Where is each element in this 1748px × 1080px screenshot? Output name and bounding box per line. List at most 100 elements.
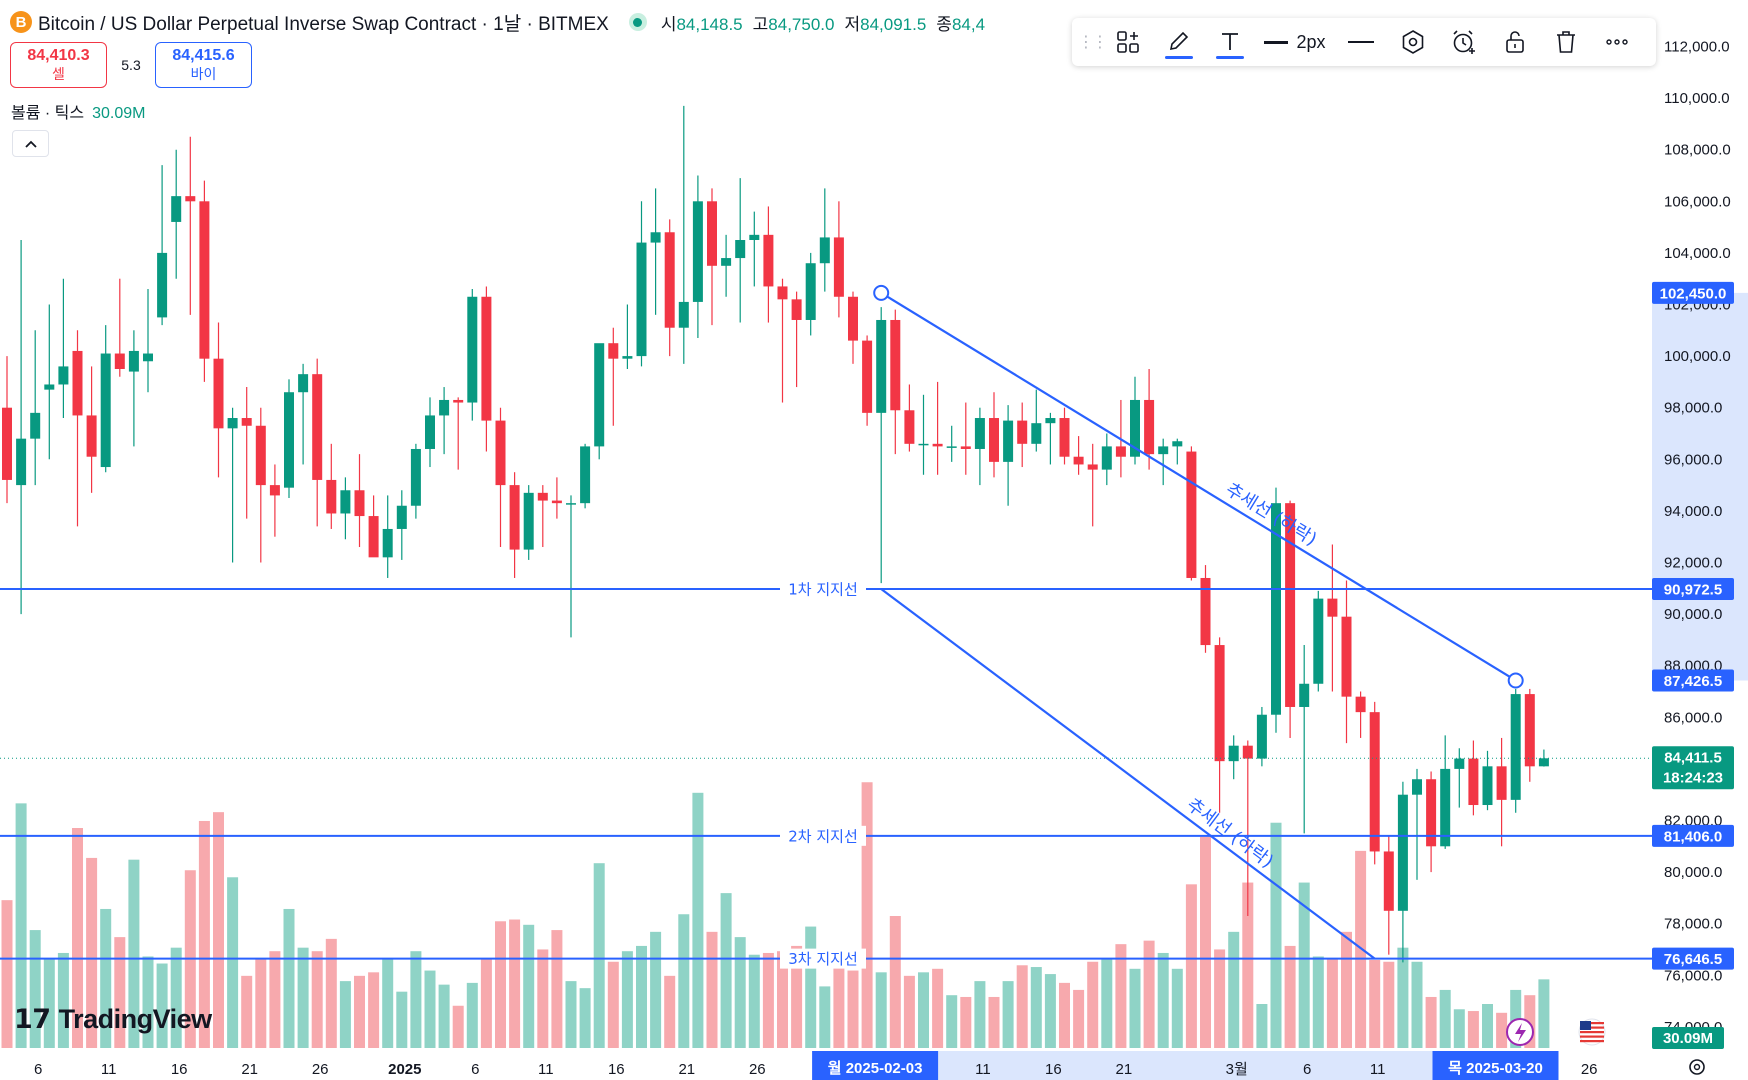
trend-price-tag-label: 87,426.5 xyxy=(1664,673,1722,690)
time-tick-label: 26 xyxy=(312,1061,329,1078)
templates-button[interactable] xyxy=(1102,18,1153,66)
settings-icon-core xyxy=(1693,1063,1701,1071)
candle-body xyxy=(692,201,703,302)
volume-bar xyxy=(495,921,506,1048)
time-range-tag xyxy=(1432,1051,1559,1080)
add-alert-button[interactable] xyxy=(1438,18,1489,66)
lightning-icon-bolt xyxy=(1515,1023,1526,1042)
candle-body xyxy=(44,384,55,390)
volume-bar xyxy=(29,930,41,1048)
time-tick-label: 21 xyxy=(1116,1061,1133,1078)
ohlc-key: 종 xyxy=(936,14,952,34)
buy-price: 84,415.6 xyxy=(172,47,235,64)
price-tick-label: 92,000.0 xyxy=(1664,555,1722,572)
volume-bar xyxy=(889,916,901,1048)
volume-bar xyxy=(424,970,436,1048)
candle-body xyxy=(382,528,393,558)
volume-bar xyxy=(269,951,281,1048)
symbol-title[interactable]: Bitcoin / US Dollar Perpetual Inverse Sw… xyxy=(38,13,609,35)
volume-tag-label: 30.09M xyxy=(1663,1030,1713,1047)
delete-button[interactable] xyxy=(1540,18,1591,66)
time-axis: 6 11 16 21 26 2025 6 11 16 21 26 11 16 21 3월 6 11 26 월 202… xyxy=(34,1051,1598,1080)
text-color-button[interactable] xyxy=(1204,18,1255,66)
candle-body xyxy=(100,353,111,468)
candle-body xyxy=(396,505,407,529)
more-button[interactable] xyxy=(1591,18,1642,66)
candles xyxy=(2,105,1549,963)
line-color-button[interactable] xyxy=(1153,18,1204,66)
candle-body xyxy=(763,234,774,287)
ohlc-item: 저84,091.5 xyxy=(844,10,926,35)
buy-button[interactable]: 84,415.6 바이 xyxy=(155,42,252,88)
candle-body xyxy=(819,237,830,264)
volume-bar xyxy=(509,919,521,1048)
candle-body xyxy=(298,374,309,393)
candle-body xyxy=(227,418,238,429)
lock-button[interactable] xyxy=(1489,18,1540,66)
candle-body xyxy=(791,299,802,320)
volume-bar xyxy=(974,981,986,1048)
grip-icon[interactable]: ⋮⋮ xyxy=(1078,34,1108,51)
volume-bar xyxy=(621,951,633,1048)
trend-line-handle[interactable] xyxy=(1507,672,1524,689)
settings-button[interactable] xyxy=(1387,18,1438,66)
market-status-icon[interactable] xyxy=(628,13,647,31)
candle-body xyxy=(128,350,139,372)
volume-bar xyxy=(1129,968,1141,1048)
candle-body xyxy=(312,374,323,480)
volume-bar xyxy=(819,986,831,1048)
ohlc-value: 84,4 xyxy=(951,14,986,34)
trend-line[interactable] xyxy=(880,588,1376,960)
candle-body xyxy=(30,412,41,439)
candle-body xyxy=(1412,779,1422,795)
volume-bar xyxy=(678,914,690,1048)
support-price-tag-label: 90,972.5 xyxy=(1664,582,1722,599)
candle-body xyxy=(537,492,548,501)
candle-body xyxy=(2,407,12,480)
time-tick-label: 16 xyxy=(608,1061,625,1078)
us-flag-icon[interactable] xyxy=(1578,1018,1606,1046)
volume-bar xyxy=(339,981,351,1048)
volume-bar xyxy=(847,970,859,1048)
volume-bar xyxy=(1467,1011,1479,1048)
volume-bar xyxy=(607,961,619,1048)
sell-button[interactable]: 84,410.3 셀 xyxy=(10,42,107,88)
candle-body xyxy=(1383,851,1394,911)
candle-body xyxy=(636,242,647,357)
candle-body xyxy=(848,296,858,341)
candle-body xyxy=(622,356,633,359)
candle-body xyxy=(410,448,421,506)
time-range-highlight xyxy=(866,1051,1489,1080)
volume-bar xyxy=(1341,931,1352,1048)
candle-body xyxy=(1172,441,1183,447)
price-tick-label: 104,000.0 xyxy=(1664,245,1731,262)
sell-price: 84,410.3 xyxy=(27,47,90,64)
volume-bar xyxy=(636,945,647,1048)
volume-bar xyxy=(861,782,873,1048)
trend-line-label: 추세선 (하락) xyxy=(1183,794,1278,872)
candle-body xyxy=(86,415,97,457)
candle-body xyxy=(735,240,746,259)
settings-icon-ring xyxy=(1689,1059,1705,1075)
volume-bar xyxy=(1087,961,1099,1048)
candle-body xyxy=(199,201,210,359)
trend-line-handle[interactable] xyxy=(873,284,890,301)
time-tick-label: 6 xyxy=(1303,1061,1311,1078)
line-style-button[interactable] xyxy=(1335,18,1387,66)
candle-body xyxy=(185,196,196,202)
settings-icon[interactable] xyxy=(1689,1059,1705,1075)
lightning-icon[interactable] xyxy=(1506,1018,1534,1046)
candle-body xyxy=(1256,714,1267,759)
tradingview-logo-icon: 𝟭𝟳 xyxy=(14,1004,51,1034)
candle-body xyxy=(1214,645,1225,762)
tradingview-logo[interactable]: 𝟭𝟳 TradingView xyxy=(14,1004,212,1035)
volume-legend-label: 볼륨 · 틱스 xyxy=(11,105,85,122)
line-width-button[interactable]: 2px xyxy=(1255,18,1335,66)
candle-body xyxy=(1101,446,1112,470)
candle-body xyxy=(1299,683,1310,707)
collapse-legend-button[interactable] xyxy=(12,130,49,157)
volume-bar xyxy=(311,951,323,1048)
volume-legend[interactable]: 볼륨 · 틱스 30.09M xyxy=(11,99,145,123)
trend-line[interactable] xyxy=(880,291,1517,682)
